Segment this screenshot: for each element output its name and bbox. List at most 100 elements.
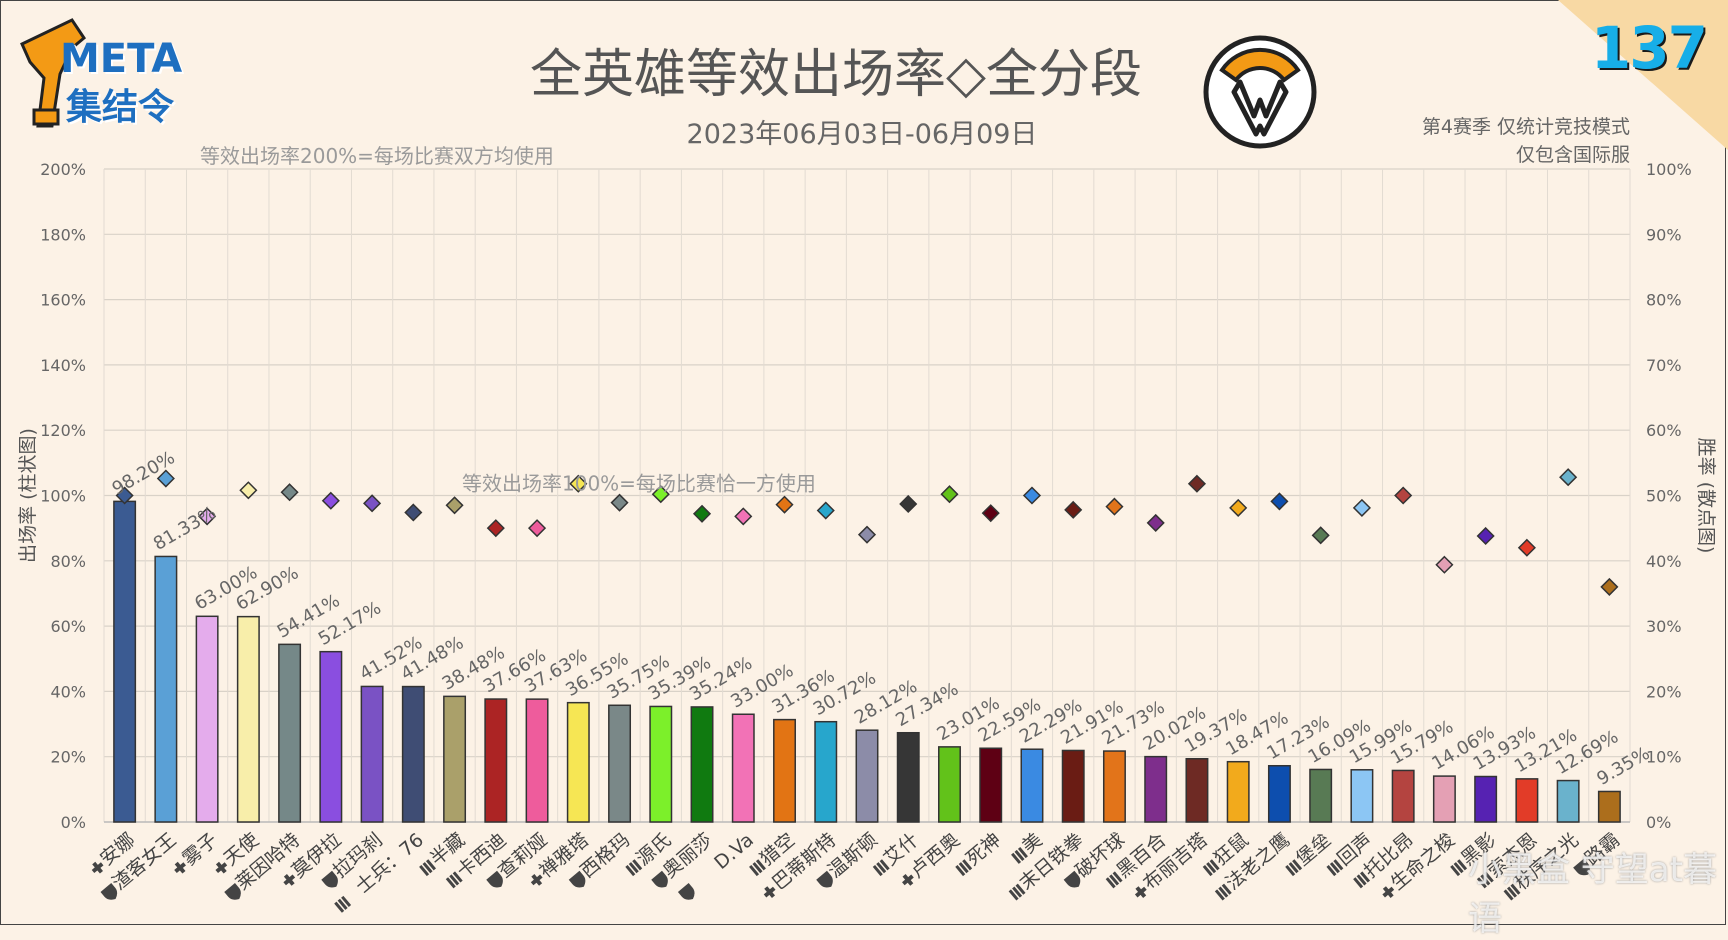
tank-role-icon	[224, 883, 241, 900]
tank-role-icon	[568, 870, 586, 888]
damage-role-icon	[449, 874, 460, 886]
damage-role-icon	[958, 862, 969, 874]
y-tick-label: 0%	[61, 813, 86, 832]
winrate-marker	[280, 483, 299, 502]
meta-logo: META 集结令	[12, 14, 187, 134]
damage-role-icon	[452, 871, 463, 883]
y2-tick-label: 60%	[1646, 421, 1682, 440]
y-tick-label: 120%	[40, 421, 86, 440]
y2-tick-label: 100%	[1646, 160, 1692, 179]
damage-role-icon	[1014, 849, 1025, 862]
damage-role-icon	[1017, 847, 1028, 859]
bar	[1350, 769, 1374, 823]
y-tick-label: 60%	[50, 617, 86, 636]
tank-role-icon	[816, 870, 833, 888]
overwatch-logo-icon	[1203, 35, 1317, 149]
y2-tick-label: 70%	[1646, 356, 1682, 375]
winrate-marker	[1187, 474, 1207, 493]
bar	[236, 615, 260, 823]
tank-role-icon	[677, 883, 695, 900]
damage-role-icon	[1480, 874, 1491, 886]
support-role-icon	[902, 874, 914, 886]
bar	[278, 643, 302, 823]
damage-role-icon	[419, 865, 430, 877]
support-role-icon	[530, 874, 543, 886]
damage-role-icon	[1457, 859, 1468, 871]
y2-axis-title: 胜率 (散点图)	[1695, 438, 1717, 554]
winrate-marker	[1352, 498, 1371, 517]
chart-gridlines	[103, 168, 1631, 823]
bar	[484, 698, 508, 823]
winrate-marker	[651, 485, 670, 504]
winrate-marker	[198, 507, 217, 526]
support-role-icon	[174, 861, 186, 874]
winrate-series	[115, 468, 1619, 596]
logo-sub-text: 集结令	[66, 87, 175, 128]
bar	[1267, 764, 1291, 823]
bar	[566, 701, 590, 823]
watermark: 小黑盒 守望at暮语	[1468, 850, 1717, 939]
bar	[1597, 790, 1621, 823]
y-tick-label: 160%	[40, 291, 86, 310]
issue-number: 137	[1590, 14, 1708, 82]
damage-role-icon	[749, 865, 760, 877]
damage-role-icon	[879, 859, 890, 871]
winrate-marker	[445, 496, 464, 515]
bar-value-label: 81.33%	[150, 502, 220, 555]
y2-tick-label: 80%	[1646, 291, 1682, 310]
bar	[1020, 748, 1044, 823]
y-tick-label: 20%	[50, 748, 86, 767]
winrate-marker	[816, 501, 835, 520]
winrate-marker	[239, 481, 258, 500]
winrate-marker	[115, 486, 134, 505]
tank-role-icon	[486, 870, 503, 888]
bar	[1102, 750, 1126, 823]
damage-role-icon	[1292, 859, 1303, 871]
y2-tick-label: 50%	[1646, 487, 1682, 506]
hammer-logo-icon	[20, 18, 86, 128]
bar	[319, 650, 343, 823]
damage-role-icon	[1015, 883, 1026, 895]
support-role-icon	[283, 874, 296, 886]
bar	[1474, 775, 1498, 823]
damage-role-icon	[1218, 886, 1229, 898]
winrate-marker	[1394, 486, 1413, 505]
bar	[1144, 755, 1168, 823]
damage-role-icon	[1326, 865, 1337, 877]
damage-role-icon	[1105, 877, 1116, 889]
damage-role-icon	[955, 865, 966, 877]
winrate-marker	[363, 494, 382, 513]
winrate-marker	[1229, 498, 1248, 517]
damage-role-icon	[425, 859, 437, 871]
y2-tick-label: 30%	[1646, 617, 1682, 636]
winrate-marker	[940, 485, 959, 504]
bar	[690, 706, 714, 823]
server-note: 仅包含国际服	[1515, 144, 1630, 166]
winrate-marker	[1435, 555, 1454, 574]
logo-meta-text: META	[60, 36, 183, 82]
damage-role-icon	[1450, 865, 1461, 877]
damage-role-icon	[632, 859, 643, 871]
winrate-marker	[1022, 486, 1042, 505]
damage-role-icon	[1285, 865, 1296, 877]
winrate-marker	[775, 495, 794, 514]
date-range-text: 2023年06月03日-06月09日	[686, 119, 1038, 150]
winrate-marker	[321, 491, 340, 510]
damage-role-icon	[1109, 874, 1120, 886]
bar	[1391, 769, 1415, 823]
y2-tick-label: 40%	[1646, 552, 1682, 571]
reference-label-200: 等效出场率200%=每场比赛双方均使用	[200, 144, 554, 168]
winrate-marker	[569, 474, 588, 493]
tank-role-icon	[321, 870, 338, 888]
damage-role-icon	[752, 862, 763, 874]
bar	[154, 555, 178, 823]
damage-role-icon	[1507, 886, 1518, 898]
winrate-marker	[1146, 513, 1165, 532]
damage-role-icon	[1012, 886, 1023, 898]
bar	[731, 713, 755, 823]
support-role-icon	[215, 861, 228, 874]
y-tick-label: 200%	[40, 160, 86, 179]
winrate-marker	[857, 525, 877, 544]
